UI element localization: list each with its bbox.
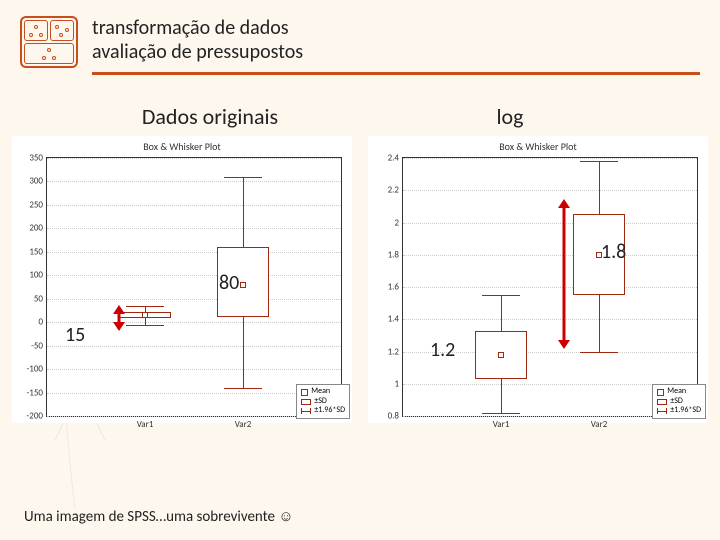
title-line-2: avaliação de pressupostos: [92, 40, 303, 64]
chart-right-title: Box & Whisker Plot: [368, 136, 708, 157]
gridline: [47, 369, 341, 370]
ytick-label: 50: [34, 293, 47, 304]
chart-left-title: Box & Whisker Plot: [12, 136, 352, 157]
gridline: [47, 275, 341, 276]
ytick-label: -50: [31, 340, 47, 351]
right-column-label: log: [360, 103, 660, 130]
gridline: [403, 255, 697, 256]
ytick-label: 150: [29, 246, 47, 257]
gridline: [47, 228, 341, 229]
ytick-label: 1.4: [388, 314, 403, 325]
gridline: [47, 252, 341, 253]
whisker: [599, 161, 600, 214]
ytick-label: 2.4: [388, 153, 403, 164]
gridline: [403, 158, 697, 159]
ytick-label: 0: [38, 317, 47, 328]
ytick-label: 200: [29, 223, 47, 234]
xtick-label: Var2: [235, 419, 252, 430]
ytick-label: 300: [29, 176, 47, 187]
gridline: [403, 223, 697, 224]
gridline: [403, 287, 697, 288]
gridline: [47, 205, 341, 206]
legend-right: Mean ±SD ±1.96*SD: [652, 384, 706, 419]
four-panel-icon: [20, 16, 78, 68]
mean-marker: [498, 352, 504, 358]
xtick-label: Var1: [137, 419, 154, 430]
charts-row: Box & Whisker Plot 80 15 -200-150-100-50…: [0, 136, 720, 423]
title-underline: [92, 72, 700, 75]
gridline: [47, 181, 341, 182]
legend-whisk-icon: [657, 408, 667, 414]
gridline: [47, 346, 341, 347]
gridline: [403, 190, 697, 191]
ytick-label: 1.6: [388, 282, 403, 293]
gridline: [47, 322, 341, 323]
whisker-cap: [580, 161, 617, 162]
ytick-label: 350: [29, 153, 47, 164]
gridline: [47, 158, 341, 159]
title-line-1: transformação de dados: [92, 16, 303, 40]
mean-marker: [142, 312, 148, 318]
chart-left: Box & Whisker Plot 80 15 -200-150-100-50…: [12, 136, 352, 423]
gridline: [403, 319, 697, 320]
whisker: [243, 317, 244, 387]
whisker-cap: [224, 177, 261, 178]
legend-mean-icon: [301, 389, 308, 396]
whisker-cap: [482, 413, 519, 414]
ytick-label: 1.2: [388, 346, 403, 357]
legend-whisk: ±1.96*SD: [670, 406, 701, 416]
whisker-cap: [482, 295, 519, 296]
annot-left-var1: 15: [65, 323, 85, 347]
whisker-cap: [126, 306, 163, 307]
gridline: [47, 299, 341, 300]
legend-sd-icon: [657, 399, 667, 405]
xtick-label: Var2: [591, 419, 608, 430]
ytick-label: 1: [394, 378, 403, 389]
annot-right-var2: 1.8: [601, 240, 626, 264]
whisker: [501, 379, 502, 413]
ytick-label: -150: [27, 387, 47, 398]
ytick-label: 0.8: [388, 411, 403, 422]
title-block: transformação de dados avaliação de pres…: [92, 16, 303, 64]
footer-text: Uma imagem de SPSS…uma sobrevivente ☺: [24, 508, 294, 526]
ytick-label: 250: [29, 199, 47, 210]
ytick-label: 2.2: [388, 185, 403, 196]
plot-area-left: 80 15 -200-150-100-500501001502002503003…: [46, 157, 342, 417]
plot-area-right: 1.8 1.2 0.811.21.41.61.822.22.4Var1Var2: [402, 157, 698, 417]
header: transformação de dados avaliação de pres…: [0, 0, 720, 68]
whisker-cap: [224, 388, 261, 389]
legend-left: Mean ±SD ±1.96*SD: [296, 384, 350, 419]
ytick-label: -200: [27, 411, 47, 422]
whisker-cap: [580, 352, 617, 353]
whisker: [599, 295, 600, 351]
legend-whisk: ±1.96*SD: [314, 406, 345, 416]
column-labels: Dados originais log: [0, 103, 720, 130]
legend-sd-icon: [301, 399, 311, 405]
annot-right-var1: 1.2: [430, 338, 455, 362]
arrow-left-var1: [113, 306, 125, 330]
legend-mean-icon: [657, 389, 664, 396]
whisker-cap: [126, 325, 163, 326]
left-column-label: Dados originais: [60, 103, 360, 130]
ytick-label: -100: [27, 364, 47, 375]
whisker: [243, 177, 244, 247]
legend-whisk-icon: [301, 408, 311, 414]
mean-marker: [240, 282, 246, 288]
ytick-label: 100: [29, 270, 47, 281]
ytick-label: 1.8: [388, 249, 403, 260]
xtick-label: Var1: [493, 419, 510, 430]
arrow-right-var2: [558, 200, 570, 348]
whisker: [501, 295, 502, 330]
ytick-label: 2: [394, 217, 403, 228]
annot-left-var2: 80: [219, 271, 239, 295]
chart-right: Box & Whisker Plot 1.8 1.2 0.811.21.41.6…: [368, 136, 708, 423]
